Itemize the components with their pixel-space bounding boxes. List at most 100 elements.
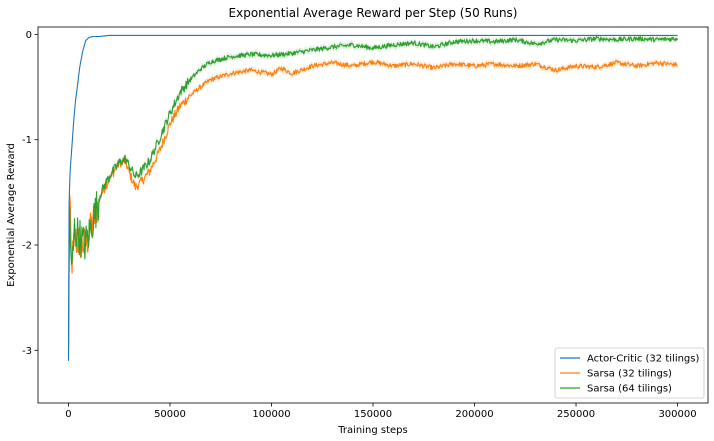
series-1-point (311, 65, 312, 66)
series-2-point (372, 47, 373, 48)
series-2-point (616, 39, 617, 40)
series-2-point (393, 44, 394, 45)
y-axis-label: Exponential Average Reward (6, 143, 17, 287)
series-0-point (79, 67, 80, 68)
series-1-point (271, 74, 272, 75)
series-1-point (494, 63, 495, 64)
series-0-point (149, 35, 150, 36)
series-2-point (84, 244, 85, 245)
x-tick-label: 200000 (455, 409, 493, 420)
series-1-point (433, 67, 434, 68)
x-tick-label: 0 (65, 409, 71, 420)
y-tick-label: 0 (26, 30, 32, 41)
series-2-point (555, 39, 556, 40)
series-2-point (190, 79, 191, 80)
series-2-point (352, 44, 353, 45)
y-axis: 0 -1 -2 -3 (22, 30, 38, 357)
series-2-point (125, 158, 126, 159)
series-2-point (596, 38, 597, 39)
legend-label: Sarsa (32 tilings) (587, 369, 672, 380)
series-1-point (515, 65, 516, 66)
series-0-point (119, 35, 120, 36)
series-2-point (413, 42, 414, 43)
x-tick-label: 100000 (252, 409, 290, 420)
series-1-point (251, 70, 252, 71)
series-2-point (169, 113, 170, 114)
series-2-point (433, 46, 434, 47)
series-2-point (535, 43, 536, 44)
series-2-point (677, 38, 678, 39)
series-2-point (515, 39, 516, 40)
legend-label: Actor-Critic (32 tilings) (587, 354, 699, 365)
series-1-point (135, 186, 136, 187)
series-1-point (180, 105, 181, 106)
series-1-point (230, 73, 231, 74)
x-axis-label: Training steps (337, 425, 407, 436)
series-2-point (454, 41, 455, 42)
series-0-point (515, 35, 516, 36)
series-1-point (657, 62, 658, 63)
series-1-point (210, 79, 211, 80)
legend-label: Sarsa (64 tilings) (587, 384, 672, 395)
series-2-point (230, 56, 231, 57)
y-tick-label: -2 (22, 241, 32, 252)
series-1-point (352, 65, 353, 66)
series-0-point (82, 51, 83, 52)
series-2 (67, 33, 678, 354)
series-1-point (372, 61, 373, 62)
series-0-point (77, 84, 78, 85)
series-1-point (281, 67, 282, 68)
series-1-point (200, 86, 201, 87)
series-0-point (108, 35, 109, 36)
series-2-point (159, 137, 160, 138)
series-1-point (393, 65, 394, 66)
x-tick-label: 300000 (658, 409, 696, 420)
series-1-point (677, 64, 678, 65)
chart-title: Exponential Average Reward per Step (50 … (229, 6, 518, 20)
series-2-point (311, 50, 312, 51)
series-2-point (210, 61, 211, 62)
legend-box (554, 347, 705, 399)
series-2-point (636, 38, 637, 39)
x-axis: 0 50000 100000 150000 200000 250000 300000 (65, 403, 697, 420)
series-layer (67, 33, 678, 361)
series-1-point (413, 63, 414, 64)
series-1 (67, 57, 678, 359)
x-tick-label: 50000 (154, 409, 186, 420)
series-0-point (85, 40, 86, 41)
series-0-point (88, 37, 89, 38)
series-1-line (67, 59, 678, 356)
series-2-point (657, 39, 658, 40)
series-2-point (139, 173, 140, 174)
series-0-point (69, 171, 70, 172)
series-2-point (180, 92, 181, 93)
series-2-point (135, 176, 136, 177)
series-2-point (71, 276, 72, 277)
series-1-point (332, 62, 333, 63)
series-1-point (159, 150, 160, 151)
y-tick-label: -3 (22, 346, 32, 357)
series-1-point (129, 173, 130, 174)
series-0-point (92, 36, 93, 37)
series-0 (67, 34, 678, 361)
x-tick-label: 150000 (354, 409, 392, 420)
series-0-point (68, 202, 69, 203)
series-1-point (575, 65, 576, 66)
series-0-point (68, 360, 69, 361)
series-2-point (251, 54, 252, 55)
series-2-point (108, 176, 109, 177)
series-1-point (291, 73, 292, 74)
series-0-point (372, 35, 373, 36)
series-0-point (71, 152, 72, 153)
series-1-point (596, 66, 597, 67)
series-0-point (677, 35, 678, 36)
series-1-point (474, 65, 475, 66)
series-2-point (332, 46, 333, 47)
series-2-point (494, 41, 495, 42)
legend: Actor-Critic (32 tilings) Sarsa (32 tilin… (554, 347, 705, 399)
y-tick-label: -1 (22, 135, 32, 146)
series-2-point (94, 213, 95, 214)
series-1-point (169, 123, 170, 124)
series-2-point (119, 162, 120, 163)
